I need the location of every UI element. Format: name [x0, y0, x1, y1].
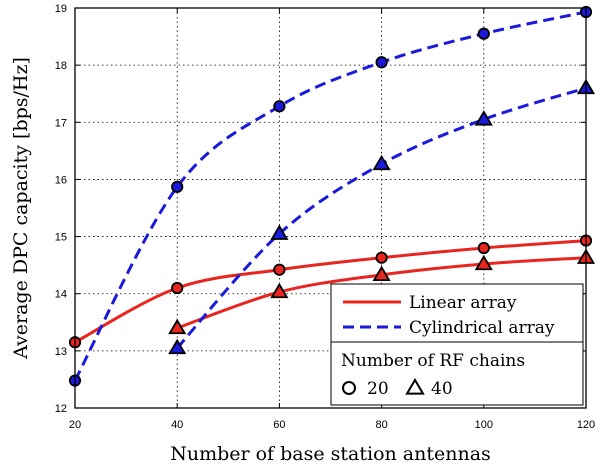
- data-point-linear-array-40: [270, 282, 289, 299]
- legend-marker-label-20: 20: [367, 379, 389, 399]
- y-tick-label: 14: [55, 289, 67, 301]
- data-point-linear-array-40: [474, 254, 493, 271]
- axis-ticks: 20 40 60 80 100 120 12 13 14 15 16 17 18 19: [55, 3, 595, 431]
- data-point-cylindrical-array-40: [270, 224, 289, 240]
- data-point-cylindrical-array-40: [474, 110, 493, 126]
- data-point-linear-array-20: [375, 251, 388, 264]
- x-tick-label: 120: [577, 419, 595, 431]
- data-point-cylindrical-array-40: [372, 154, 391, 171]
- x-axis-title: Number of base station antennas: [170, 443, 491, 465]
- x-tick-label: 80: [375, 419, 387, 431]
- legend-label-linear-array: Linear array: [409, 293, 517, 313]
- y-tick-label: 17: [55, 117, 67, 129]
- legend: Linear array Cylindrical array Number of…: [330, 283, 584, 406]
- series-line-linear-array-20: [74, 239, 587, 344]
- legend-label-cylindrical-array: Cylindrical array: [409, 318, 555, 338]
- data-point-cylindrical-array-20: [171, 180, 184, 193]
- x-tick-label: 40: [171, 419, 183, 431]
- data-point-linear-array-40: [372, 265, 391, 282]
- data-point-cylindrical-array-20: [375, 56, 388, 69]
- y-tick-label: 16: [55, 174, 67, 186]
- y-tick-label: 15: [55, 232, 67, 244]
- x-tick-label: 60: [273, 419, 285, 431]
- data-point-linear-array-40: [168, 318, 187, 335]
- data-point-cylindrical-array-20: [273, 100, 286, 113]
- x-tick-label: 100: [475, 419, 493, 431]
- y-axis-title: Average DPC capacity [bps/Hz]: [10, 57, 32, 360]
- legend-marker-title: Number of RF chains: [341, 351, 525, 371]
- data-point-linear-array-20: [273, 263, 286, 276]
- plot-area-frame: [74, 7, 587, 409]
- legend-marker-label-40: 40: [431, 379, 453, 399]
- y-tick-label: 13: [55, 346, 67, 358]
- data-point-cylindrical-array-20: [477, 27, 490, 40]
- legend-circle-marker: [342, 381, 356, 395]
- legend-triangle-marker: [405, 378, 425, 395]
- legend-box: [330, 283, 584, 406]
- y-tick-label: 12: [55, 403, 67, 415]
- x-tick-label: 20: [69, 419, 81, 431]
- data-point-cylindrical-array-40: [168, 338, 187, 355]
- data-point-linear-array-20: [171, 281, 184, 295]
- data-point-linear-array-20: [477, 241, 490, 255]
- y-tick-label: 18: [55, 60, 67, 72]
- y-tick-label: 19: [55, 3, 67, 15]
